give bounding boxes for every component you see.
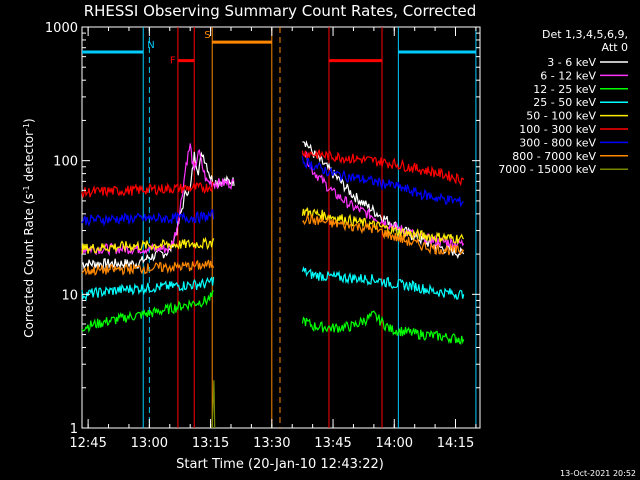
flag-label-F: F xyxy=(170,56,176,67)
x-tick-label: 13:45 xyxy=(314,436,351,451)
series-line xyxy=(81,143,465,257)
y-axis-label-end: ) xyxy=(22,118,36,123)
legend-entry: 7000 - 15000 keV xyxy=(498,163,596,176)
flag-bars: N F S xyxy=(82,27,477,428)
x-tick-label: 14:00 xyxy=(376,436,413,451)
series-line xyxy=(81,149,465,198)
series-line xyxy=(81,156,464,227)
x-axis-label: Start Time (20-Jan-10 12:43:22) xyxy=(176,457,384,472)
series-line xyxy=(81,212,465,276)
y-axis-label-main: Corrected Count Rate (s xyxy=(22,193,36,337)
legend-entry: 100 - 300 keV xyxy=(519,123,596,136)
series-line xyxy=(211,380,216,429)
series-lines xyxy=(81,139,465,429)
legend-header: Det 1,3,4,5,6,9, xyxy=(542,28,628,41)
x-tick-label: 13:30 xyxy=(253,436,290,451)
y-tick-label: 1000 xyxy=(45,21,78,36)
y-axis-label-sup2: -1 xyxy=(22,123,31,131)
footer-date: 13-Oct-2021 20:52 xyxy=(560,469,636,478)
chart-title: RHESSI Observing Summary Count Rates, Co… xyxy=(84,2,477,20)
plot-border xyxy=(81,26,481,429)
x-tick-label: 13:15 xyxy=(192,436,229,451)
series-line xyxy=(81,266,465,302)
legend-entry: 3 - 6 keV xyxy=(547,56,596,69)
flag-label-S: S xyxy=(204,30,210,41)
y-tick-label: 10 xyxy=(61,288,78,303)
axis-ticks: 1 10 100 1000 12:45 13:00 13:15 13:30 13:45 14:00… xyxy=(45,21,480,451)
legend-header: Att 0 xyxy=(602,41,628,54)
y-axis-label-mid: detector xyxy=(22,131,36,186)
x-tick-label: 12:45 xyxy=(69,436,106,451)
plot-frame xyxy=(81,26,481,429)
legend-entry: 300 - 800 keV xyxy=(519,136,596,149)
x-tick-label: 14:15 xyxy=(437,436,474,451)
legend-entry: 50 - 100 keV xyxy=(526,110,596,123)
legend-entry: 12 - 25 keV xyxy=(533,83,596,96)
series-line xyxy=(81,290,465,345)
y-axis-label: Corrected Count Rate (s-1 detector-1) xyxy=(22,118,37,337)
y-tick-label: 1 xyxy=(70,422,78,437)
legend-entry: 800 - 7000 keV xyxy=(512,150,596,163)
y-axis-label-sup1: -1 xyxy=(22,185,31,193)
y-tick-label: 100 xyxy=(53,155,78,170)
flag-label-N: N xyxy=(147,40,154,51)
x-tick-label: 13:00 xyxy=(131,436,168,451)
legend-entry: 6 - 12 keV xyxy=(540,69,596,82)
legend-entry: 25 - 50 keV xyxy=(533,96,596,109)
